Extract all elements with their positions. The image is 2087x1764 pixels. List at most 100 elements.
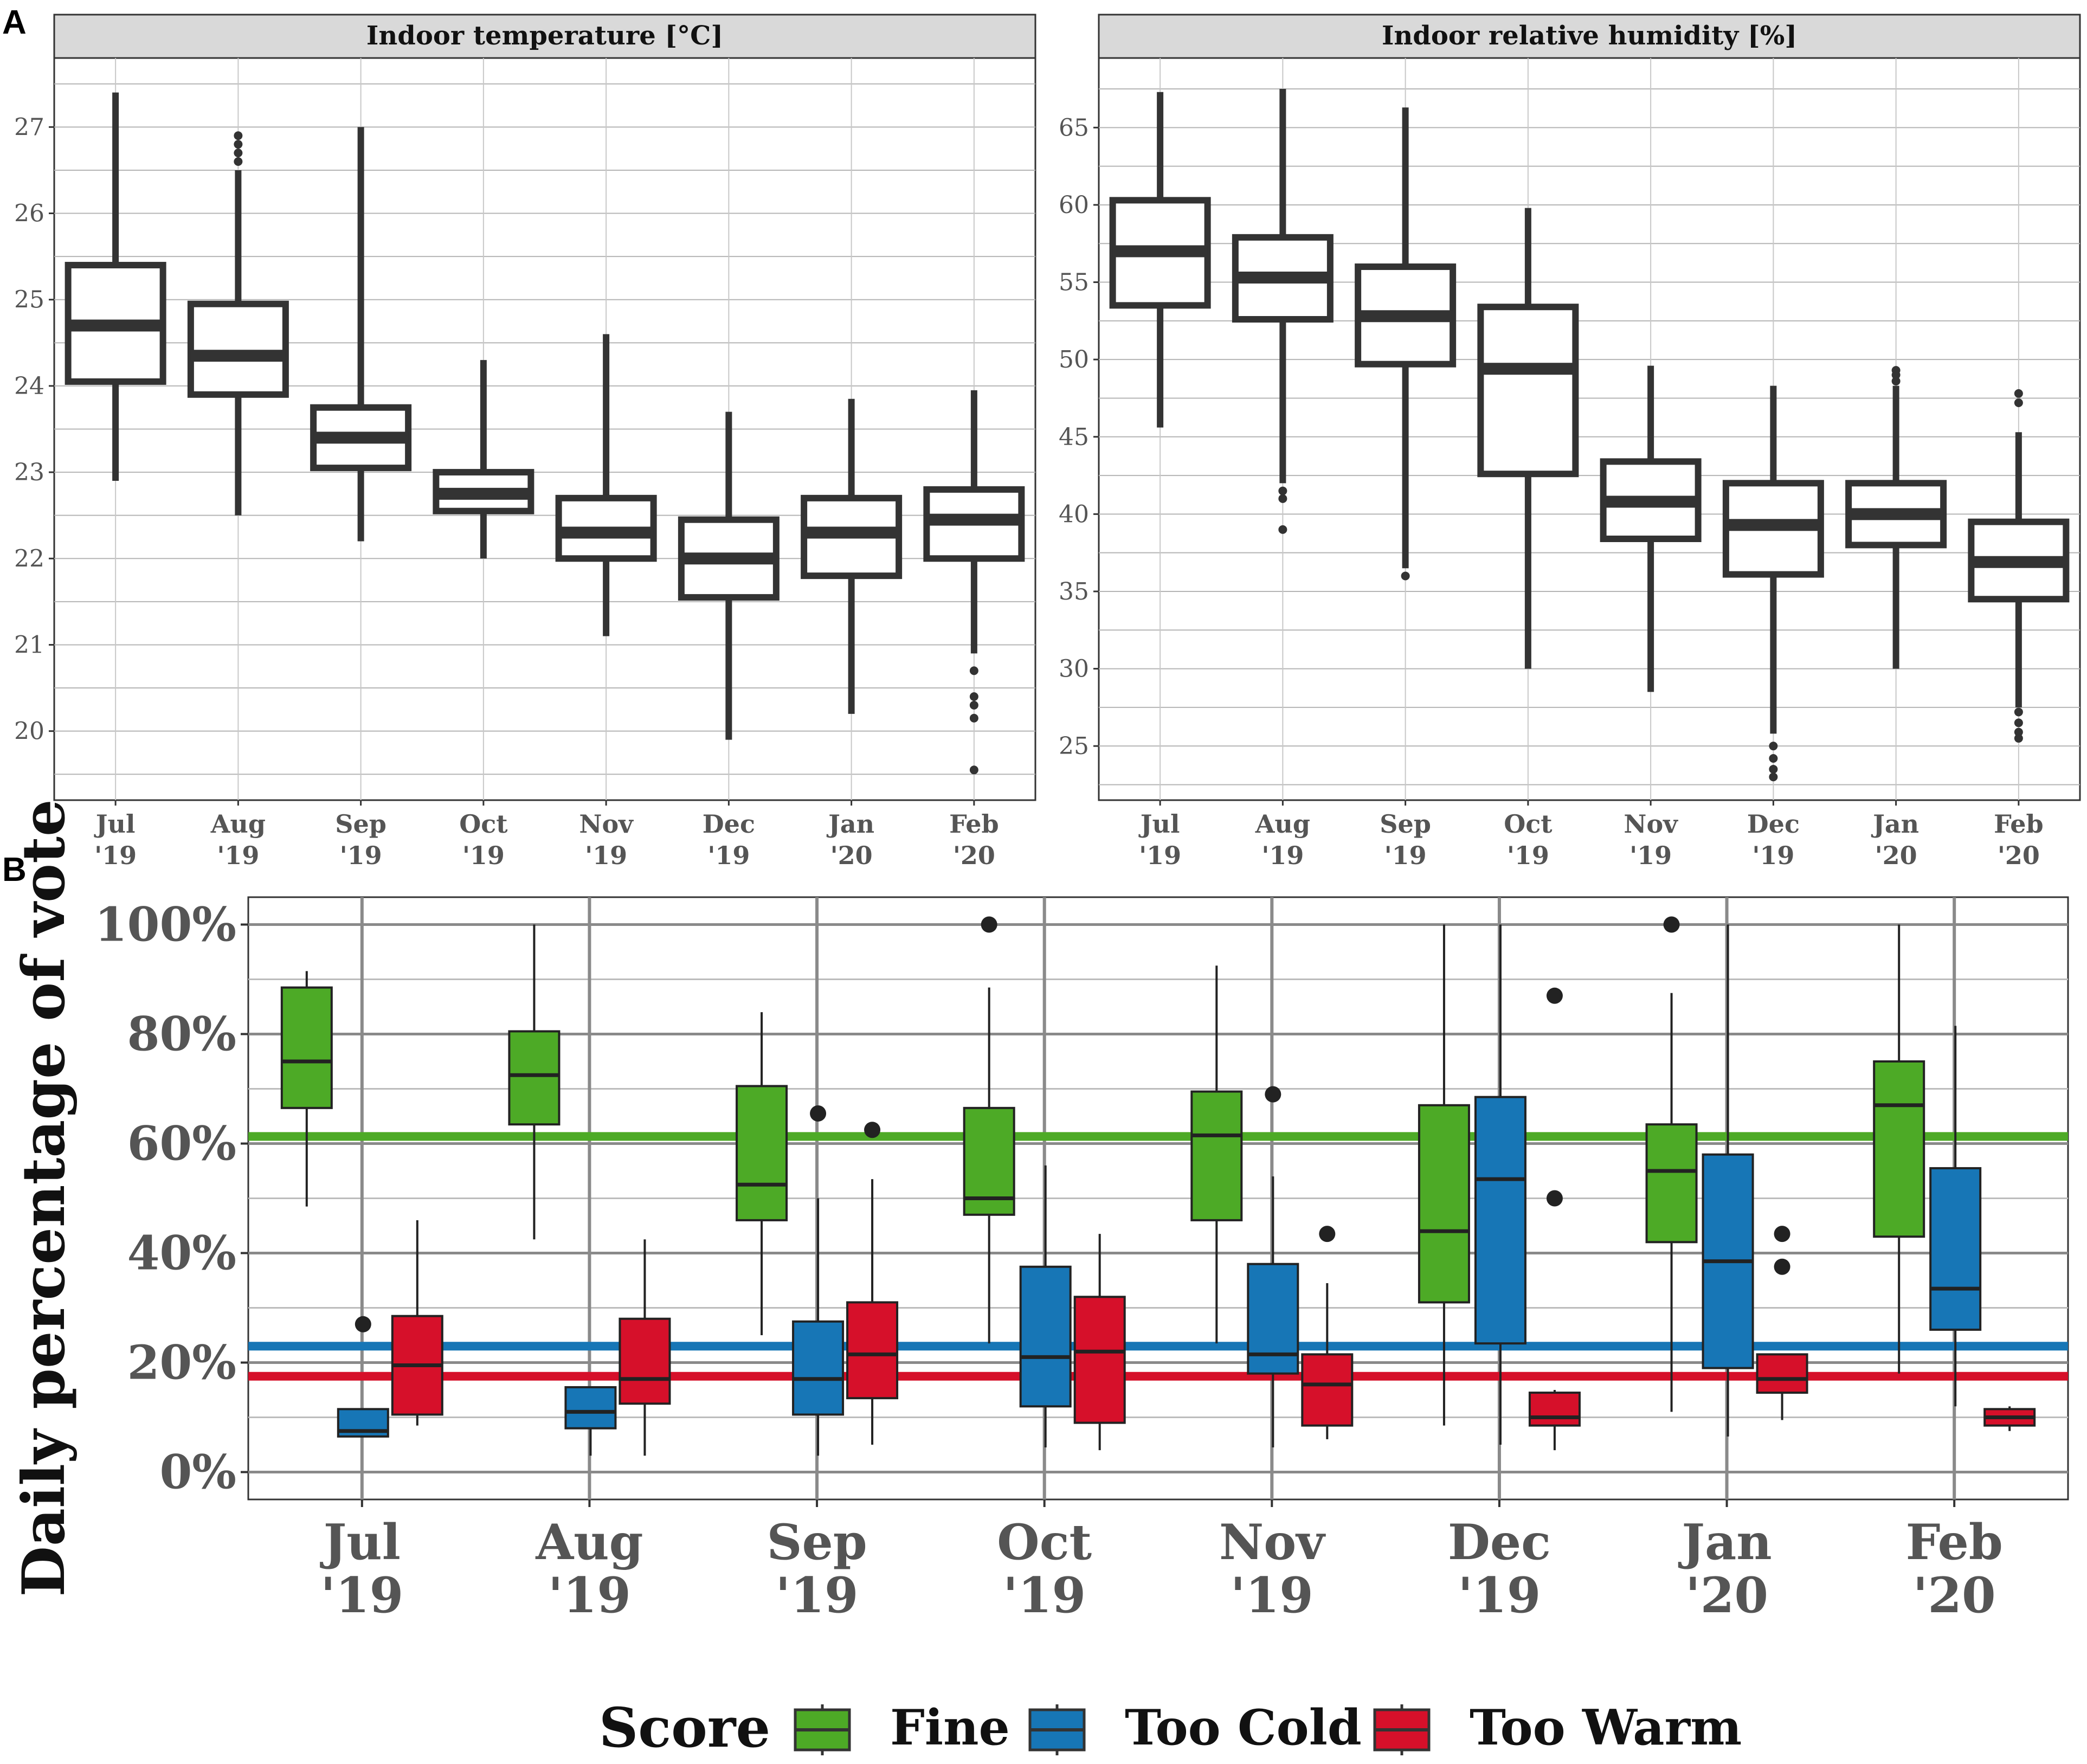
x-tick-year: '20 [953, 841, 995, 870]
vote-boxplot: 0%20%40%60%80%100%Jul'19Aug'19Sep'19Oct'… [10, 799, 2069, 1624]
x-tick-month: Dec [1448, 1514, 1551, 1571]
outlier-point [1278, 525, 1287, 534]
iqr-box [1528, 1392, 1581, 1427]
legend-entry-too-cold: Too Cold [1028, 1699, 1362, 1756]
box-too-cold-aug [564, 1386, 617, 1456]
x-tick-month: Nov [1219, 1514, 1326, 1571]
box-too-warm-sep [846, 1122, 899, 1445]
box-too-warm-feb [1983, 1406, 2036, 1431]
box-too-cold-jan [1702, 924, 1754, 1437]
x-tick-year: '19 [217, 841, 259, 870]
x-tick-year: '20 [1875, 841, 1917, 870]
box-dec [1722, 385, 1824, 782]
box-nov [555, 334, 657, 636]
y-tick-label: 26 [14, 200, 44, 228]
iqr-box [1477, 304, 1579, 478]
x-tick-year: '20 [1913, 1567, 1996, 1624]
x-tick-month: Feb [1994, 809, 2044, 839]
y-tick-label: 30 [1059, 655, 1089, 683]
outlier-point [969, 666, 978, 675]
outlier-point [1401, 571, 1410, 581]
x-tick-year: '19 [1003, 1567, 1086, 1624]
box-too-warm-dec [1528, 987, 1581, 1451]
outlier-point [1774, 1258, 1790, 1275]
y-tick-label: 25 [1059, 732, 1089, 760]
x-tick-month: Feb [1906, 1514, 2003, 1571]
outlier-point [355, 1316, 371, 1332]
outlier-point [969, 692, 978, 701]
legend-label-too-warm: Too Warm [1470, 1699, 1742, 1756]
outlier-point [1769, 772, 1778, 782]
y-tick-label: 20% [127, 1336, 236, 1390]
outlier-point [1278, 494, 1287, 503]
x-tick-year: '19 [1458, 1567, 1541, 1624]
outlier-point [810, 1105, 827, 1122]
x-tick-month: Jan [826, 809, 874, 839]
iqr-box [1073, 1296, 1126, 1424]
humidity-boxplot: Indoor relative humidity [%] 25 30 35 40 45 5… [1059, 14, 2081, 870]
box-jan [801, 398, 903, 714]
box-too-warm-jan [1756, 1226, 1808, 1420]
iqr-box [736, 1085, 788, 1221]
y-tick-label: 60 [1059, 191, 1089, 219]
outlier-point [864, 1122, 881, 1138]
x-tick-month: Jan [1871, 809, 1919, 839]
box-fine-nov [1190, 965, 1243, 1344]
outlier-point [1769, 754, 1778, 763]
outlier-point [2014, 728, 2023, 737]
box-too-cold-oct [1019, 1165, 1072, 1448]
humidity-panel-border [1098, 57, 2081, 801]
x-tick-month: Aug [210, 809, 266, 839]
y-tick-label: 21 [14, 631, 44, 659]
iqr-box [1190, 1090, 1243, 1221]
x-tick-year: '19 [776, 1567, 859, 1624]
x-tick-month: Nov [579, 809, 634, 839]
y-tick-label: 40% [127, 1226, 236, 1281]
x-tick-month: Jul [320, 1514, 401, 1571]
outlier-point [1663, 916, 1680, 933]
iqr-box [1301, 1353, 1354, 1427]
iqr-box [1929, 1167, 1982, 1331]
box-aug [1232, 89, 1334, 534]
y-tick-label: 50 [1059, 346, 1089, 374]
box-too-cold-sep [792, 1105, 845, 1456]
y-tick-label: 80% [127, 1007, 236, 1062]
panel-label-a: A [2, 4, 27, 41]
legend-title: Score [599, 1696, 770, 1760]
box-nov [1600, 365, 1702, 692]
legend-label-fine: Fine [890, 1699, 1010, 1756]
x-tick-month: Jul [94, 809, 136, 839]
y-tick-label: 60% [127, 1117, 236, 1171]
x-tick-year: '19 [1384, 841, 1427, 870]
legend: Score Fine Too Cold Too Warm [599, 1696, 1742, 1760]
iqr-box [508, 1030, 561, 1126]
iqr-box [846, 1301, 899, 1400]
box-too-cold-nov [1247, 1086, 1299, 1448]
box-feb [923, 390, 1025, 775]
x-tick-month: Oct [1504, 809, 1553, 839]
x-tick-year: '19 [94, 841, 137, 870]
x-tick-year: '19 [462, 841, 505, 870]
iqr-box [1474, 1096, 1526, 1345]
iqr-box [1756, 1353, 1808, 1394]
y-tick-label: 45 [1059, 423, 1089, 451]
y-tick-label: 40 [1059, 500, 1089, 528]
legend-label-too-cold: Too Cold [1125, 1699, 1362, 1756]
y-tick-label: 27 [14, 113, 44, 141]
y-tick-label: 20 [14, 718, 44, 745]
x-tick-month: Aug [1255, 809, 1310, 839]
x-tick-year: '19 [1139, 841, 1181, 870]
box-too-warm-nov [1301, 1226, 1354, 1439]
outlier-point [1278, 486, 1287, 495]
temperature-title: Indoor temperature [°C] [366, 21, 723, 51]
iqr-box [1873, 1060, 1925, 1238]
outlier-point [969, 700, 978, 710]
x-tick-month: Sep [335, 809, 387, 839]
outlier-point [1546, 1190, 1563, 1207]
x-tick-year: '19 [340, 841, 382, 870]
box-too-warm-jul [391, 1220, 443, 1426]
outlier-point [1546, 987, 1563, 1004]
box-fine-feb [1873, 924, 1925, 1374]
x-tick-year: '20 [1998, 841, 2040, 870]
